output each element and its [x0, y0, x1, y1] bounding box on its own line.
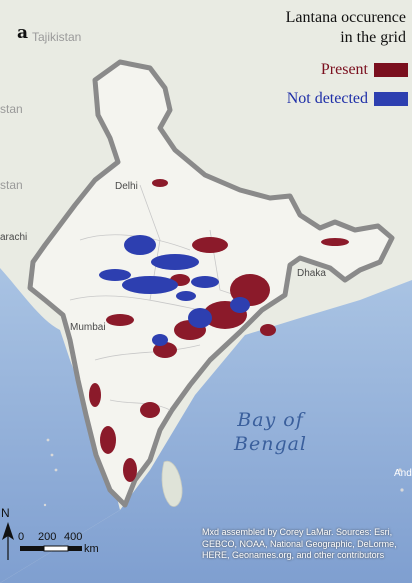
not-detected-cluster: [176, 291, 196, 301]
present-cluster: [100, 426, 116, 454]
bay-of-bengal: [0, 280, 412, 583]
legend-title-line1: Lantana occurence: [285, 9, 406, 26]
present-cluster: [260, 324, 276, 336]
not-detected-cluster: [191, 276, 219, 288]
islands: [43, 438, 404, 507]
scale-tick-400: 400: [64, 531, 83, 543]
place-tajikistan: Tajikistan: [32, 30, 82, 44]
legend-title-line2: in the grid: [340, 29, 406, 46]
present-cluster: [192, 237, 228, 253]
scale-tick-200: 200: [38, 531, 57, 543]
place-dhaka: Dhaka: [297, 268, 326, 279]
legend-present: Present: [321, 61, 408, 79]
north-arrow: [2, 522, 14, 560]
legend-not-detected-label: Not detected: [286, 90, 368, 107]
present-cluster: [106, 314, 134, 326]
place-stan-1: stan: [0, 102, 23, 116]
place-karachi: arachi: [0, 232, 28, 243]
arabian-sea: [0, 268, 120, 583]
place-delhi: Delhi: [115, 181, 138, 192]
present-cluster: [321, 238, 349, 246]
sea-label: Bay of Bengal: [234, 408, 307, 456]
not-detected-cluster: [188, 308, 212, 328]
not-detected-cluster: [99, 269, 131, 281]
place-andaman: Anda: [394, 468, 412, 479]
scale-bar: [20, 545, 82, 552]
sri-lanka: [161, 460, 183, 507]
north-label: N: [1, 506, 10, 520]
legend-not-detected-swatch: [374, 92, 408, 106]
legend-present-label: Present: [320, 61, 368, 78]
scale-tick-0: 0: [18, 531, 25, 543]
present-cluster: [153, 342, 177, 358]
map-attribution: Mxd assembled by Corey LaMar. Sources: E…: [202, 527, 397, 560]
legend-title: Lantana occurence in the grid: [286, 8, 406, 48]
scale-unit: km: [84, 543, 99, 555]
sea-label-line2: Bengal: [234, 433, 308, 455]
present-cluster: [123, 458, 137, 482]
not-detected-cluster: [152, 334, 168, 346]
panel-label: a: [17, 23, 29, 43]
not-detected-cluster: [230, 297, 250, 313]
sea-label-line1: Bay of: [237, 409, 304, 431]
not-detected-cluster: [122, 276, 178, 294]
legend-not-detected: Not detected: [287, 90, 408, 108]
present-cluster: [152, 179, 168, 187]
place-stan-2: stan: [0, 178, 23, 192]
not-detected-cluster: [151, 254, 199, 270]
present-cluster: [89, 383, 101, 407]
not-detected-cluster: [124, 235, 156, 255]
legend-present-swatch: [374, 63, 408, 77]
not-detected-cells: [99, 235, 250, 346]
place-mumbai: Mumbai: [70, 322, 106, 333]
present-cluster: [140, 402, 160, 418]
